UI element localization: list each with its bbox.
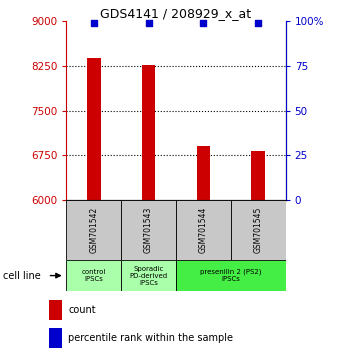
Text: control
IPSCs: control IPSCs (82, 269, 106, 282)
Text: presenilin 2 (PS2)
iPSCs: presenilin 2 (PS2) iPSCs (200, 269, 261, 282)
Bar (176, 200, 231, 260)
Point (146, 20, 151, 26)
Title: GDS4141 / 208929_x_at: GDS4141 / 208929_x_at (100, 7, 252, 20)
Point (255, 20, 261, 26)
Bar (66, 260, 121, 291)
Bar (121, 260, 176, 291)
Bar (87, 58, 101, 200)
Text: GSM701545: GSM701545 (254, 207, 263, 253)
Bar (231, 200, 286, 260)
Text: Sporadic
PD-derived
iPSCs: Sporadic PD-derived iPSCs (130, 266, 168, 286)
Text: GSM701543: GSM701543 (144, 207, 153, 253)
Bar (176, 260, 286, 291)
Bar (49, 328, 62, 348)
Bar (49, 300, 62, 320)
Bar (251, 151, 265, 200)
Bar (142, 65, 155, 200)
Bar (121, 200, 176, 260)
Bar (197, 147, 210, 200)
Text: GSM701542: GSM701542 (89, 207, 98, 253)
Text: cell line: cell line (3, 270, 41, 281)
Text: GSM701544: GSM701544 (199, 207, 208, 253)
Point (201, 20, 206, 26)
Text: count: count (68, 305, 96, 315)
Text: percentile rank within the sample: percentile rank within the sample (68, 333, 233, 343)
Bar (66, 200, 121, 260)
Point (91, 20, 97, 26)
